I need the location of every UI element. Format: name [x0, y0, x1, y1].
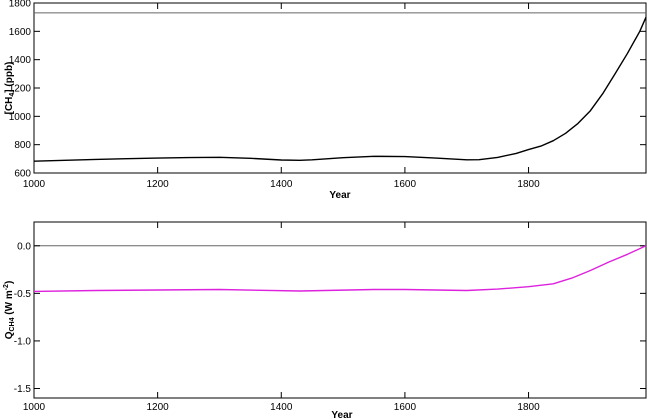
series-line	[33, 245, 647, 293]
ch4-concentration-chart: 1000 1200 1400 1600 1800 600 800 1000 1200 1400 16…	[4, 0, 647, 201]
x-tick-label: 1400	[270, 402, 293, 413]
y-tick-label: 0.0	[17, 241, 31, 252]
series-line	[33, 16, 647, 162]
x-tick-label: 1800	[517, 179, 540, 190]
x-axis-title: Year	[331, 410, 352, 420]
y-tick-label: 1400	[9, 55, 32, 66]
series-group	[33, 16, 647, 162]
x-tick-label: 1600	[394, 402, 417, 413]
x-tick-label: 1000	[23, 402, 46, 413]
plot-frame	[33, 2, 647, 174]
y-tick-label: -0.5	[14, 289, 32, 300]
y-tick-label: 1800	[9, 0, 32, 10]
series-group	[33, 245, 647, 293]
x-tick-label: 1200	[147, 402, 170, 413]
y-tick-label: 800	[14, 140, 31, 151]
y-tick-label: 1000	[9, 112, 32, 123]
y-tick-label: 600	[14, 169, 31, 180]
x-tick-label: 1200	[147, 179, 170, 190]
x-axis-title: Year	[329, 190, 350, 201]
y-axis-title: [CH4] (ppb)	[4, 62, 16, 115]
x-tick-label: 1400	[270, 179, 293, 190]
y-tick-label: 1600	[9, 27, 32, 38]
x-tick-label: 1000	[23, 179, 46, 190]
axis-ticks: 1000 1200 1400 1600 1800 -1.5 -1.0 -0.5 0.0	[14, 222, 646, 413]
y-tick-label: -1.0	[14, 336, 32, 347]
ch4-forcing-chart: 1000 1200 1400 1600 1800 -1.5 -1.0 -0.5 0.0 Year…	[3, 221, 647, 420]
y-tick-label: -1.5	[14, 384, 32, 395]
plot-frame	[33, 221, 647, 399]
x-tick-label: 1600	[394, 179, 417, 190]
y-tick-label: 1200	[9, 84, 32, 95]
axis-ticks: 1000 1200 1400 1600 1800 600 800 1000 1200 1400 16…	[9, 0, 646, 190]
x-tick-label: 1800	[517, 402, 540, 413]
